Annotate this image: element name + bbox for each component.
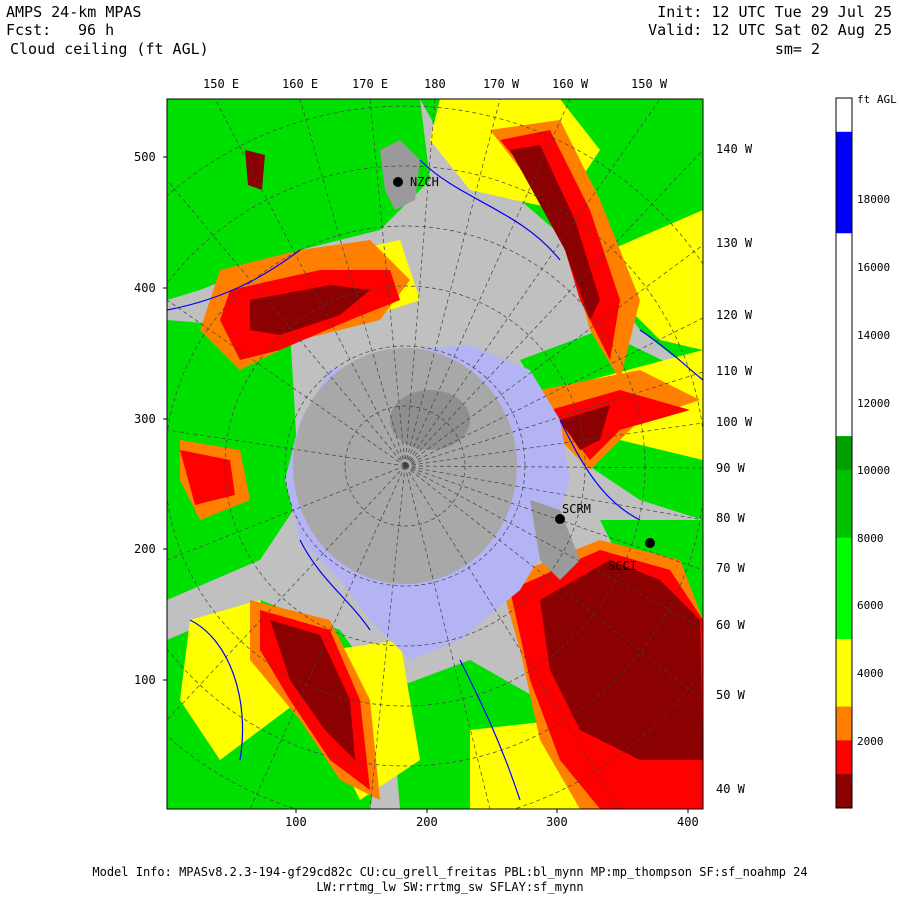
graticule [167, 99, 703, 809]
y-axis-label: 100 [134, 673, 156, 687]
lon-label-top: 150 E [203, 77, 240, 91]
lon-label-right: 70 W [716, 561, 745, 575]
lon-label-right: 100 W [716, 415, 753, 429]
y-axis-label: 400 [134, 281, 156, 295]
map-frame [167, 99, 703, 809]
colorbar-segment [836, 165, 852, 200]
lon-label-top: 150 W [631, 77, 668, 91]
x-axis-label: 400 [677, 815, 699, 829]
x-axis-label: 200 [416, 815, 438, 829]
colorbar-border [835, 97, 853, 809]
lon-label-top: 160 W [552, 77, 589, 91]
colorbar-label: 2000 [857, 735, 884, 748]
colorbar-segment [836, 131, 852, 167]
cloud-darkred-fields [245, 145, 703, 760]
colorbar [835, 97, 853, 809]
colorbar-segment [836, 300, 852, 336]
smoothing-label: sm= 2 [774, 40, 820, 58]
station-label-scrm: SCRM [562, 502, 591, 516]
colorbar-label: 16000 [857, 261, 891, 274]
colorbar-segment [836, 740, 852, 775]
colorbar-segment [836, 436, 852, 471]
colorbar-label: 12000 [857, 397, 891, 410]
colorbar-segment [836, 605, 852, 640]
ceiling-contours [167, 159, 703, 801]
y-axis-label: 200 [134, 542, 156, 556]
y-axis-label: 500 [134, 150, 156, 164]
lon-label-top: 170 E [352, 77, 389, 91]
colorbar-segment [836, 672, 852, 708]
field-title: Cloud ceiling (ft AGL) [10, 40, 209, 58]
forecast-label: Fcst: [6, 21, 52, 39]
lon-label-right: 120 W [716, 308, 753, 322]
lon-label-right: 130 W [716, 236, 753, 250]
lon-label-right: 80 W [716, 511, 745, 525]
colorbar-segment [836, 402, 852, 437]
colorbar-unit: ft AGL [857, 93, 897, 106]
model-title: AMPS 24-km MPAS [6, 3, 142, 21]
colorbar-label: 8000 [857, 532, 884, 545]
antarctica-shade [390, 390, 470, 450]
lon-label-top: 160 E [282, 77, 319, 91]
colorbar-segment [836, 706, 852, 741]
station-nzch-marker [393, 177, 403, 187]
lon-label-top: 170 W [483, 77, 520, 91]
colorbar-segment [836, 199, 852, 234]
colorbar-segment [836, 537, 852, 572]
valid-time: Valid: 12 UTC Sat 02 Aug 25 [648, 21, 892, 39]
lon-label-right: 50 W [716, 688, 745, 702]
colorbar-label: 10000 [857, 464, 891, 477]
lon-label-top: 180 [424, 77, 446, 91]
map-border [166, 98, 704, 810]
station-scrm-marker [555, 514, 565, 524]
colorbar-segment [836, 267, 852, 302]
colorbar-segment [836, 233, 852, 268]
x-axis-label: 300 [546, 815, 568, 829]
colorbar-label: 14000 [857, 329, 891, 342]
colorbar-label: 18000 [857, 193, 891, 206]
colorbar-label: 4000 [857, 667, 884, 680]
station-label-scci: SCCI [608, 559, 637, 573]
new-zealand-land [380, 140, 420, 210]
colorbar-segment [836, 368, 852, 403]
forecast-hour: 96 h [78, 21, 115, 39]
footer-physics-info: LW:rrtmg_lw SW:rrtmg_sw SFLAY:sf_mynn [316, 880, 584, 894]
colorbar-segment [836, 503, 852, 539]
lon-label-right: 90 W [716, 461, 745, 475]
init-time: Init: 12 UTC Tue 29 Jul 25 [657, 3, 892, 21]
south-america-tip [530, 500, 580, 580]
colorbar-segment [836, 774, 852, 809]
lon-label-right: 110 W [716, 364, 753, 378]
footer-model-info: Model Info: MPASv8.2.3-194-gf29cd82c CU:… [92, 865, 808, 879]
colorbar-segment [836, 571, 852, 606]
colorbar-segment [836, 469, 852, 505]
colorbar-segment [836, 638, 852, 674]
colorbar-segment [836, 334, 852, 369]
lon-label-right: 140 W [716, 142, 753, 156]
lon-label-right: 60 W [716, 618, 745, 632]
y-axis-label: 300 [134, 412, 156, 426]
station-scci-marker [645, 538, 655, 548]
axis-ticks [163, 156, 689, 813]
station-label-nzch: NZCH [410, 175, 439, 189]
colorbar-segment [836, 98, 852, 133]
lon-label-right: 40 W [716, 782, 745, 796]
x-axis-label: 100 [285, 815, 307, 829]
colorbar-label: 6000 [857, 599, 884, 612]
